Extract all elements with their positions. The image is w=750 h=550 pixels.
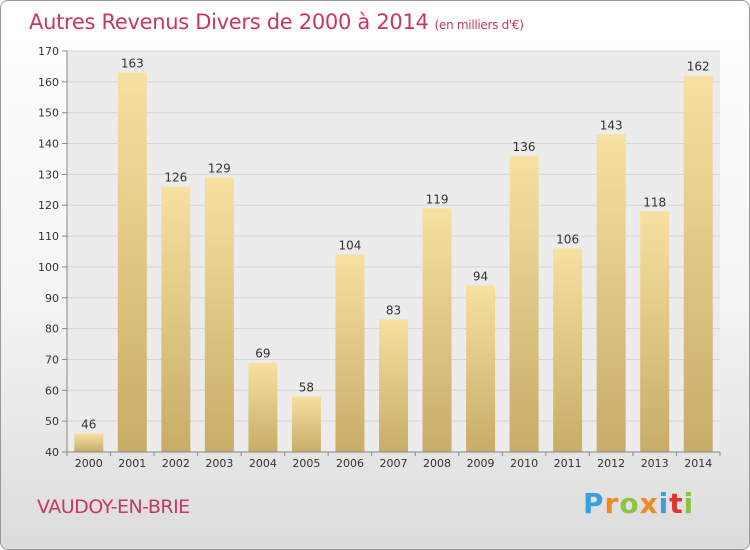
value-label-2006: 104 (339, 239, 362, 253)
x-tick-label: 2008 (423, 457, 451, 470)
y-tick-label: 70 (45, 353, 59, 366)
y-tick-label: 130 (38, 168, 59, 181)
value-label-2010: 136 (513, 140, 536, 154)
x-tick-label: 2003 (205, 457, 233, 470)
logo-letter: r (604, 487, 620, 520)
y-tick-label: 160 (38, 76, 59, 89)
chart-title-text: Autres Revenus Divers de 2000 à 2014 (29, 10, 429, 34)
proxiti-logo[interactable]: Proxiti (583, 487, 694, 520)
value-label-2001: 163 (121, 57, 144, 71)
bar-2005 (291, 396, 321, 452)
value-label-2002: 126 (164, 171, 187, 185)
y-tick-label: 40 (45, 446, 59, 459)
x-tick-label: 2005 (292, 457, 320, 470)
logo-letter: o (619, 487, 640, 520)
bar-2004 (248, 362, 278, 452)
x-tick-label: 2012 (597, 457, 625, 470)
value-label-2013: 118 (643, 195, 666, 209)
bar-2000 (74, 433, 104, 452)
city-name: VAUDOY-EN-BRIE (37, 496, 190, 518)
value-label-2005: 58 (299, 380, 314, 394)
value-label-2007: 83 (386, 303, 401, 317)
x-tick-label: 2006 (336, 457, 364, 470)
x-tick-label: 2000 (75, 457, 103, 470)
value-label-2000: 46 (81, 417, 96, 431)
logo-letter: i (683, 487, 695, 520)
logo-letter: i (658, 487, 670, 520)
bars: 46 163 126 129 69 58 104 83 119 94 136 106 143 118 162 (74, 57, 713, 453)
x-tick-label: 2001 (118, 457, 146, 470)
y-tick-label: 110 (38, 230, 59, 243)
value-label-2014: 162 (687, 60, 710, 74)
bar-2003 (204, 177, 234, 452)
chart-unit: (en milliers d'€) (434, 18, 524, 32)
value-label-2003: 129 (208, 161, 231, 175)
value-label-2004: 69 (255, 347, 270, 361)
value-label-2008: 119 (426, 192, 449, 206)
y-tick-label: 100 (38, 261, 59, 274)
chart-title: Autres Revenus Divers de 2000 à 2014 (en … (29, 10, 524, 34)
bar-2010 (509, 155, 539, 452)
y-tick-label: 60 (45, 384, 59, 397)
bar-2012 (596, 134, 626, 453)
logo-letter: t (669, 487, 684, 520)
bar-2007 (379, 319, 408, 452)
y-tick-label: 140 (38, 138, 59, 151)
bar-2014 (683, 75, 713, 452)
value-label-2011: 106 (556, 232, 579, 246)
logo-letter: P (583, 487, 605, 520)
x-tick-label: 2014 (684, 457, 712, 470)
y-tick-label: 170 (38, 45, 59, 58)
bar-2008 (422, 208, 452, 452)
x-tick-label: 2011 (554, 457, 582, 470)
x-tick-label: 2009 (467, 457, 495, 470)
bar-2006 (335, 254, 365, 452)
y-tick-label: 120 (38, 199, 59, 212)
value-label-2012: 143 (600, 118, 623, 132)
bar-2001 (117, 72, 147, 452)
value-label-2009: 94 (473, 269, 488, 283)
bar-2013 (640, 211, 670, 452)
x-tick-label: 2004 (249, 457, 277, 470)
y-tick-label: 80 (45, 323, 59, 336)
y-axis: 40 50 60 70 80 90 100 110 120 130 140 150 160 170 (38, 45, 68, 459)
bar-2011 (553, 248, 583, 452)
bar-2009 (466, 285, 496, 452)
bar-2002 (161, 186, 191, 452)
logo-letter: x (639, 487, 659, 520)
y-tick-label: 90 (45, 292, 59, 305)
y-tick-label: 150 (38, 107, 59, 120)
x-axis: 2000 2001 2002 2003 2004 2005 2006 2007 2008 2009… (66, 451, 721, 470)
x-tick-label: 2010 (510, 457, 538, 470)
x-tick-label: 2002 (162, 457, 190, 470)
x-tick-label: 2013 (641, 457, 669, 470)
x-tick-label: 2007 (380, 457, 408, 470)
y-tick-label: 50 (45, 415, 59, 428)
